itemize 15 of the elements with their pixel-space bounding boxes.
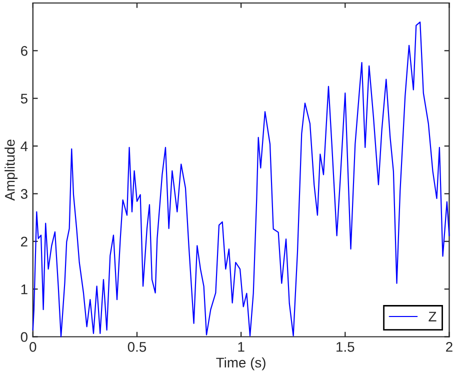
y-tick-label: 3 bbox=[20, 189, 28, 199]
y-tick-label: 0 bbox=[20, 332, 28, 342]
x-axis-title: Time (s) bbox=[216, 357, 266, 370]
x-tick-label: 1 bbox=[238, 342, 244, 352]
y-tick-label: 1 bbox=[21, 284, 28, 294]
y-tick-label: 2 bbox=[21, 236, 28, 246]
y-tick-label: 6 bbox=[21, 46, 28, 56]
x-tick-label: 0.5 bbox=[128, 342, 146, 352]
y-axis-title: Amplitude bbox=[4, 140, 18, 201]
x-tick-label: 2 bbox=[446, 342, 452, 352]
y-tick-label: 5 bbox=[20, 94, 28, 104]
y-tick-label: 4 bbox=[20, 142, 28, 152]
x-tick-label: 1.5 bbox=[336, 342, 354, 352]
x-tick-label: 0 bbox=[30, 342, 36, 352]
legend-label: Z bbox=[428, 312, 436, 322]
